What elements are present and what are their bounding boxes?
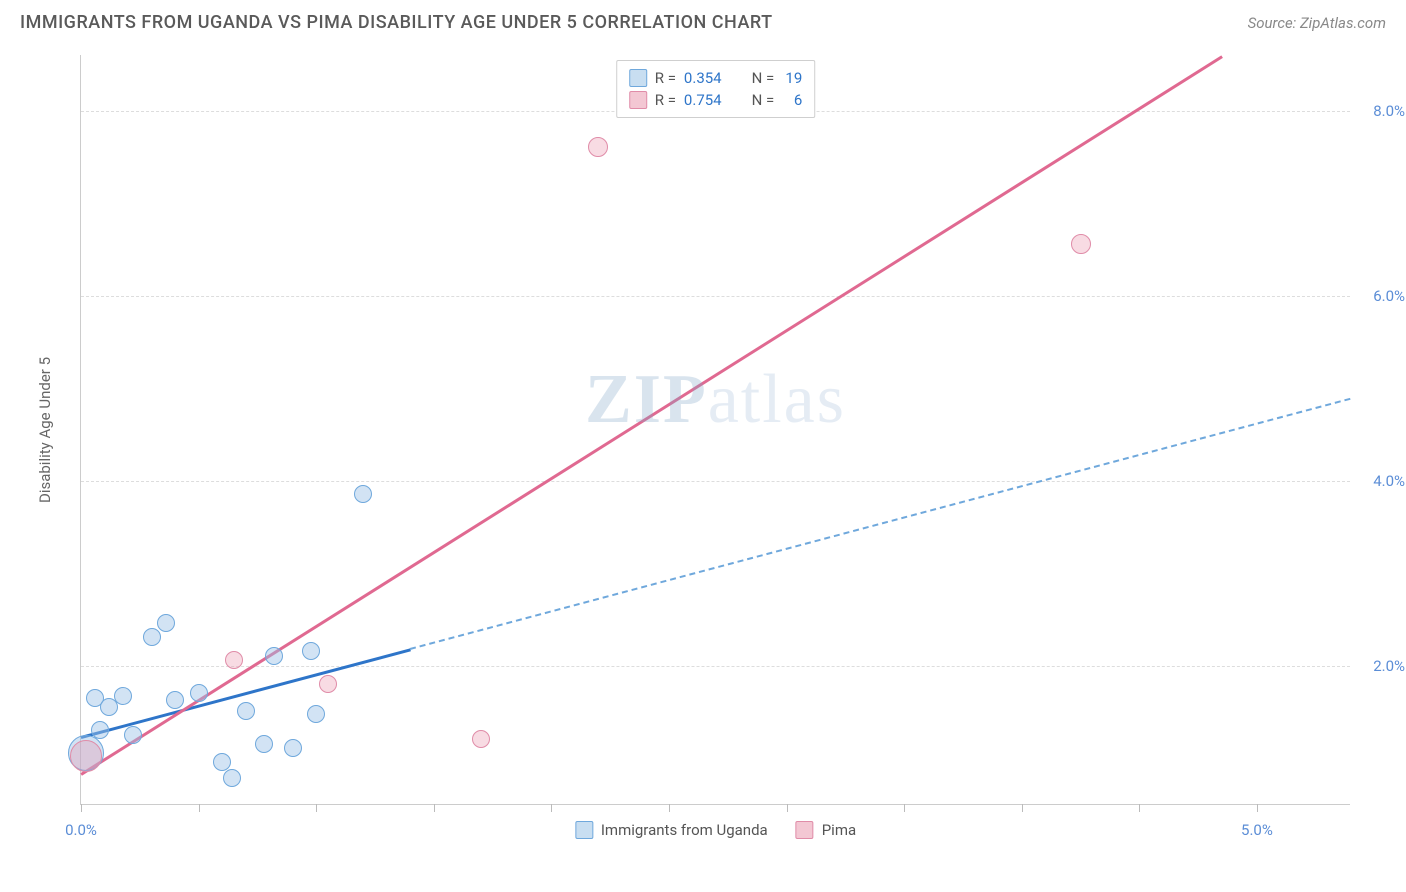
legend-r-value: 0.354 xyxy=(684,67,722,89)
x-tick xyxy=(551,804,552,812)
data-point xyxy=(91,721,109,739)
legend-n-label: N = xyxy=(752,67,775,89)
data-point xyxy=(255,735,273,753)
x-tick xyxy=(1022,804,1023,812)
legend-r-label: R = xyxy=(655,67,676,89)
watermark: ZIPatlas xyxy=(585,360,846,440)
data-point xyxy=(237,702,255,720)
data-point xyxy=(124,726,142,744)
data-point xyxy=(319,675,337,693)
data-point xyxy=(225,651,243,669)
legend-n-label: N = xyxy=(752,89,775,111)
data-point xyxy=(166,691,184,709)
x-axis-label: 0.0% xyxy=(65,821,97,839)
gridline xyxy=(81,666,1350,667)
data-point xyxy=(114,687,132,705)
data-point xyxy=(143,628,161,646)
legend-item: Immigrants from Uganda xyxy=(575,821,768,839)
legend-swatch xyxy=(575,821,593,839)
legend-row: R = 0.754 N = 6 xyxy=(629,89,803,111)
legend-series: Immigrants from Uganda Pima xyxy=(575,821,856,839)
y-axis-label: 2.0% xyxy=(1373,657,1405,675)
data-point xyxy=(190,684,208,702)
y-axis-label: 8.0% xyxy=(1373,102,1405,120)
gridline xyxy=(81,481,1350,482)
legend-swatch xyxy=(629,91,647,109)
data-point xyxy=(284,739,302,757)
legend-item: Pima xyxy=(796,821,856,839)
trend-line xyxy=(410,398,1351,650)
x-tick xyxy=(316,804,317,812)
chart-area: Disability Age Under 5 ZIPatlas R =0.354… xyxy=(50,55,1390,805)
data-point xyxy=(588,137,608,157)
y-axis-label: 4.0% xyxy=(1373,472,1405,490)
chart-header: IMMIGRANTS FROM UGANDA VS PIMA DISABILIT… xyxy=(0,0,1406,43)
data-point xyxy=(472,730,490,748)
x-tick xyxy=(199,804,200,812)
data-point xyxy=(1071,234,1091,254)
chart-title: IMMIGRANTS FROM UGANDA VS PIMA DISABILIT… xyxy=(20,12,773,33)
legend-n-value: 6 xyxy=(782,89,802,111)
data-point xyxy=(302,642,320,660)
data-point xyxy=(307,705,325,723)
legend-label: Pima xyxy=(822,821,856,839)
x-tick xyxy=(1139,804,1140,812)
x-axis-label: 5.0% xyxy=(1241,821,1273,839)
chart-source: Source: ZipAtlas.com xyxy=(1248,14,1386,32)
gridline xyxy=(81,296,1350,297)
legend-r-label: R = xyxy=(655,89,676,111)
legend-correlation: R = 0.354 N = 19 R = 0.754 N = 6 xyxy=(616,60,816,118)
data-point xyxy=(354,485,372,503)
legend-n-value: 19 xyxy=(782,67,802,89)
x-tick xyxy=(787,804,788,812)
data-point xyxy=(157,614,175,632)
plot-region: ZIPatlas R =0.354N =19R =0.754N =6 Immig… xyxy=(80,55,1350,805)
legend-swatch xyxy=(629,69,647,87)
legend-row: R = 0.354 N = 19 xyxy=(629,67,803,89)
data-point xyxy=(70,740,102,772)
x-tick xyxy=(669,804,670,812)
x-tick xyxy=(434,804,435,812)
x-tick xyxy=(1257,804,1258,812)
legend-label: Immigrants from Uganda xyxy=(601,821,768,839)
x-tick xyxy=(904,804,905,812)
data-point xyxy=(223,769,241,787)
y-axis-title: Disability Age Under 5 xyxy=(36,357,54,503)
data-point xyxy=(265,647,283,665)
legend-swatch xyxy=(796,821,814,839)
x-tick xyxy=(81,804,82,812)
legend-r-value: 0.754 xyxy=(684,89,722,111)
y-axis-label: 6.0% xyxy=(1373,287,1405,305)
